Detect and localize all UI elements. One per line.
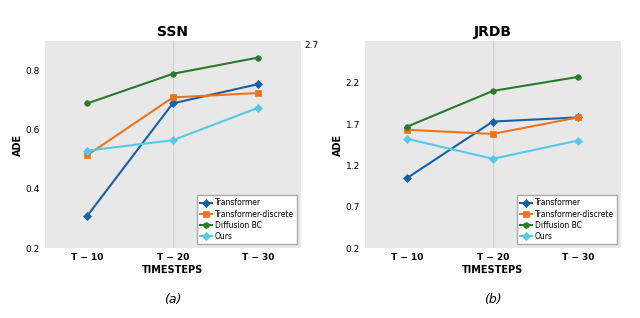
Diffusion BC (84, 101, 92, 105)
Legend: Transformer, Transformer-discrete, Diffusion BC, Ours: Transformer, Transformer-discrete, Diffu… (517, 195, 617, 244)
X-axis label: TIMESTEPS: TIMESTEPS (462, 265, 524, 275)
X-axis label: TIMESTEPS: TIMESTEPS (142, 265, 204, 275)
Transformer-discrete (254, 91, 262, 95)
Ours (84, 149, 92, 153)
Transformer (169, 101, 177, 105)
Diffusion BC (574, 75, 582, 79)
Diffusion BC (169, 72, 177, 76)
Y-axis label: ADE: ADE (333, 134, 343, 156)
Transformer-discrete (404, 128, 412, 132)
Transformer-discrete (84, 153, 92, 157)
Diffusion BC (254, 56, 262, 59)
Title: JRDB: JRDB (474, 25, 512, 39)
Ours (489, 157, 497, 161)
Transformer (254, 82, 262, 86)
Transformer (489, 120, 497, 123)
Diffusion BC (404, 125, 412, 128)
Transformer (574, 115, 582, 119)
Line: Diffusion BC: Diffusion BC (84, 55, 261, 106)
Line: Diffusion BC: Diffusion BC (404, 74, 581, 129)
Transformer (84, 214, 92, 218)
Line: Ours: Ours (84, 105, 261, 153)
Line: Transformer-discrete: Transformer-discrete (404, 114, 581, 137)
Text: (b): (b) (484, 293, 502, 306)
Text: (a): (a) (164, 293, 182, 306)
Line: Transformer: Transformer (404, 114, 581, 181)
Legend: Transformer, Transformer-discrete, Diffusion BC, Ours: Transformer, Transformer-discrete, Diffu… (197, 195, 297, 244)
Transformer-discrete (489, 132, 497, 136)
Diffusion BC (489, 89, 497, 93)
Y-axis label: ADE: ADE (13, 134, 23, 156)
Line: Transformer: Transformer (84, 81, 261, 218)
Text: 2.7: 2.7 (305, 41, 319, 50)
Ours (169, 138, 177, 142)
Line: Ours: Ours (404, 136, 581, 162)
Line: Transformer-discrete: Transformer-discrete (84, 90, 261, 158)
Ours (404, 137, 412, 141)
Ours (574, 139, 582, 142)
Ours (254, 106, 262, 110)
Transformer-discrete (169, 95, 177, 99)
Transformer (404, 176, 412, 180)
Title: SSN: SSN (157, 25, 188, 39)
Transformer-discrete (574, 115, 582, 119)
